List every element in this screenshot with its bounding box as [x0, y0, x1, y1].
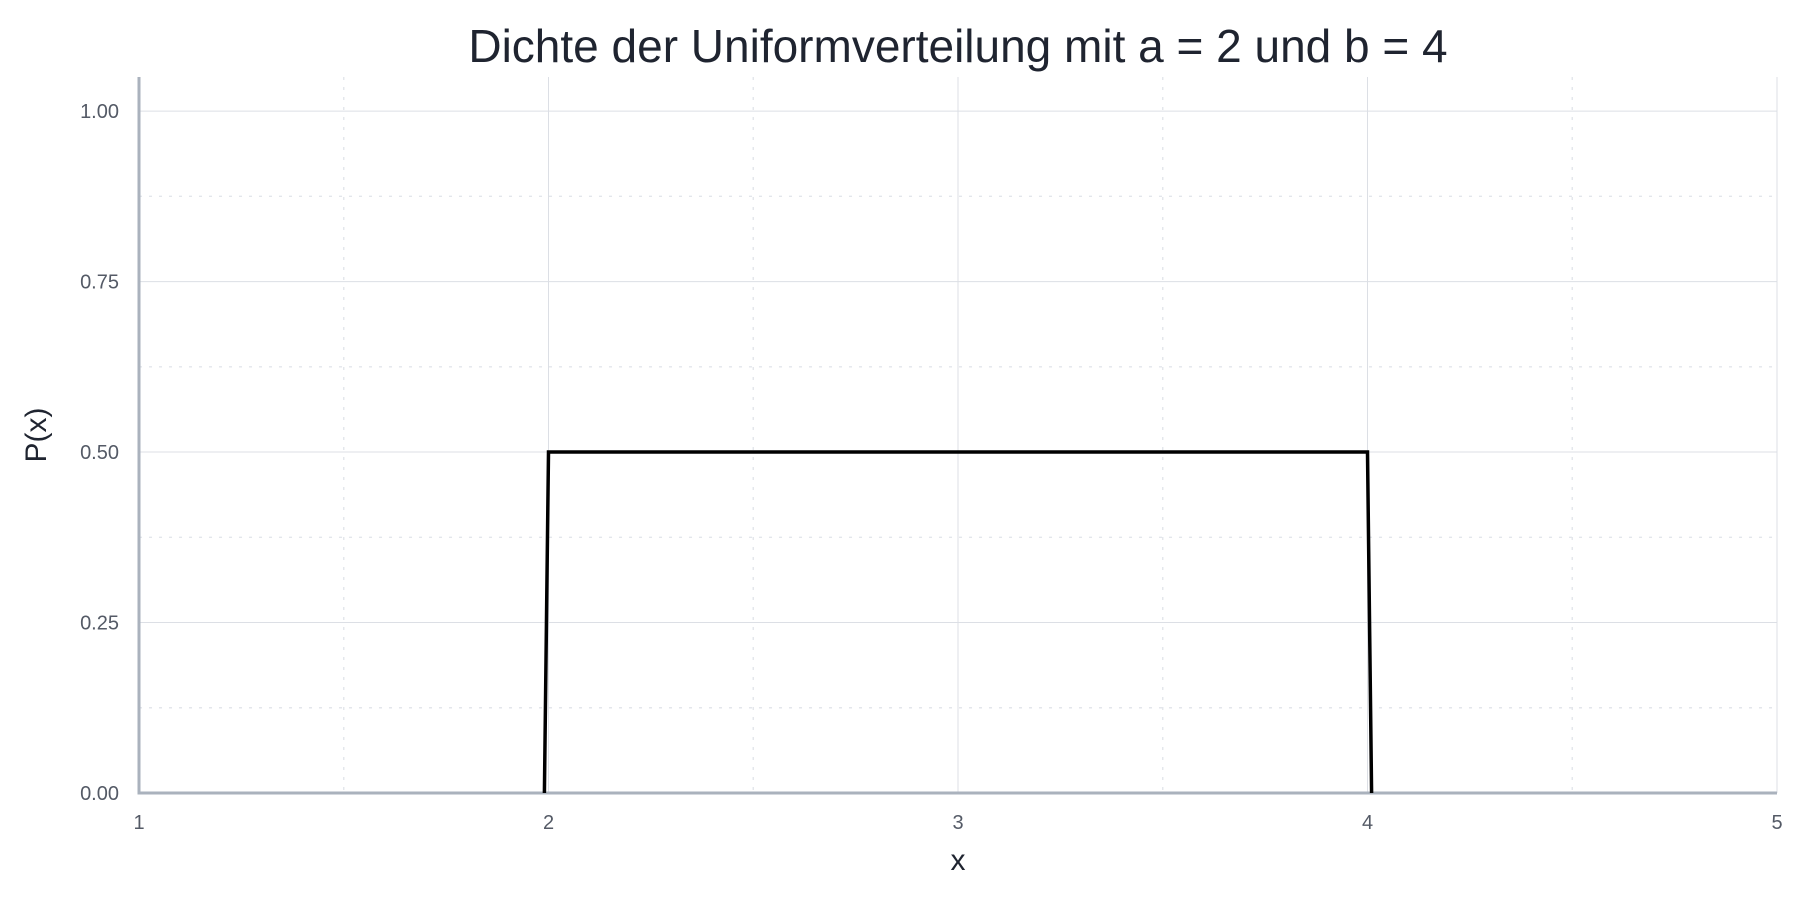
y-tick-labels: 0.00 0.25 0.50 0.75 1.00 — [80, 101, 119, 805]
x-tick-label: 1 — [133, 812, 144, 834]
density-line — [542, 450, 1374, 794]
minor-gridlines — [139, 77, 1777, 793]
chart-title: Dichte der Uniformverteilung mit a = 2 u… — [468, 20, 1447, 72]
y-tick-label: 0.25 — [80, 613, 119, 635]
x-tick-label: 3 — [952, 812, 963, 834]
x-tick-label: 4 — [1362, 812, 1373, 834]
y-tick-label: 0.50 — [80, 442, 119, 464]
y-tick-label: 0.00 — [80, 783, 119, 805]
x-tick-label: 5 — [1771, 812, 1782, 834]
y-axis-label: P(x) — [20, 408, 53, 463]
x-tick-labels: 1 2 3 4 5 — [133, 812, 1782, 834]
y-tick-label: 0.75 — [80, 272, 119, 294]
x-axis-label: x — [951, 844, 966, 877]
y-tick-label: 1.00 — [80, 101, 119, 123]
x-tick-label: 2 — [543, 812, 554, 834]
